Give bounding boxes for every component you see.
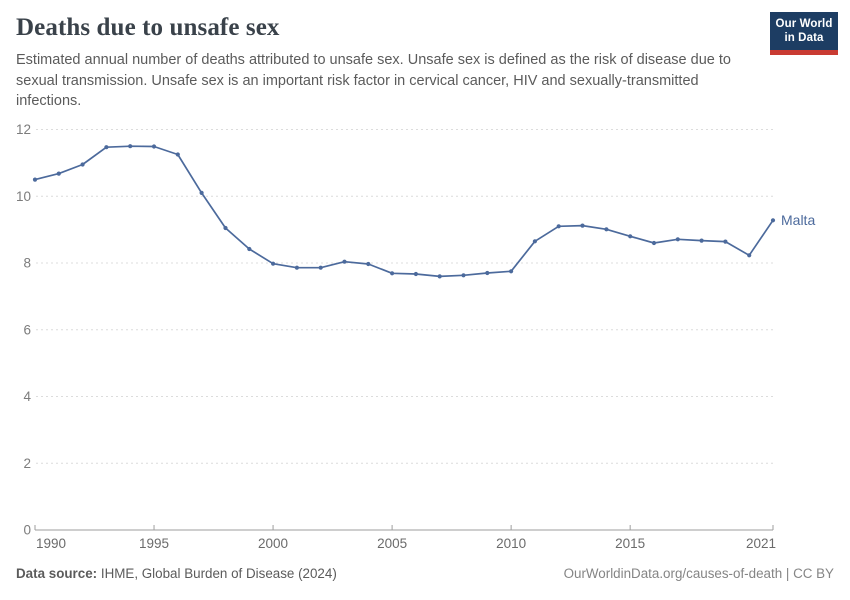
x-axis: 1990 1995 2000 2005 2010 2015 2021: [34, 525, 776, 551]
data-point[interactable]: [366, 261, 371, 267]
data-point[interactable]: [628, 234, 633, 239]
data-point[interactable]: [556, 224, 561, 229]
data-point[interactable]: [699, 238, 704, 243]
y-axis-labels: 0 2 4 6 8 10 12: [16, 122, 32, 538]
chart-subtitle: Estimated annual number of deaths attrib…: [16, 52, 731, 110]
data-source-label: Data source:: [16, 566, 98, 581]
data-point[interactable]: [770, 218, 776, 223]
data-point[interactable]: [747, 253, 752, 258]
x-tick-label: 2000: [258, 536, 288, 551]
x-tick-label: 2021: [746, 536, 776, 551]
line-chart[interactable]: 0 2 4 6 8 10 12 1990 1995 2000 2005 2010 2015 2021 Mal…: [0, 113, 850, 558]
data-point[interactable]: [80, 162, 85, 167]
y-tick-label: 0: [23, 523, 31, 538]
chart-title: Deaths due to unsafe sex: [16, 14, 280, 41]
owid-logo-line2: in Data: [784, 32, 824, 45]
y-tick-label: 10: [16, 189, 31, 204]
data-point[interactable]: [723, 239, 728, 244]
x-tick-label: 1990: [36, 536, 66, 551]
data-point[interactable]: [437, 274, 442, 279]
data-source-text: IHME, Global Burden of Disease (2024): [97, 566, 337, 581]
data-point[interactable]: [199, 190, 204, 195]
data-point[interactable]: [223, 225, 228, 231]
data-point[interactable]: [128, 144, 133, 149]
chart-footer: Data source: IHME, Global Burden of Dise…: [16, 566, 834, 581]
entity-end-label[interactable]: Malta: [781, 212, 815, 228]
owid-logo-line1: Our World: [775, 18, 833, 30]
y-tick-label: 6: [23, 322, 31, 337]
data-point[interactable]: [485, 270, 490, 276]
data-point[interactable]: [390, 271, 395, 276]
y-tick-label: 2: [23, 456, 31, 471]
data-point[interactable]: [509, 269, 514, 274]
data-point[interactable]: [675, 237, 680, 242]
y-tick-label: 12: [16, 122, 31, 137]
data-point[interactable]: [651, 240, 657, 246]
data-point[interactable]: [342, 259, 347, 264]
x-tick-label: 2005: [377, 536, 407, 551]
x-tick-label: 2010: [496, 536, 526, 551]
data-point[interactable]: [604, 227, 609, 232]
owid-logo[interactable]: Our World in Data: [770, 12, 838, 55]
y-tick-label: 4: [23, 389, 31, 404]
data-point[interactable]: [271, 261, 276, 266]
data-point[interactable]: [32, 177, 38, 182]
x-tick-label: 2015: [615, 536, 645, 551]
data-point[interactable]: [104, 145, 109, 150]
data-point[interactable]: [294, 265, 299, 270]
data-point[interactable]: [247, 246, 252, 252]
data-point[interactable]: [461, 273, 466, 278]
gridlines: [36, 129, 773, 464]
data-point[interactable]: [580, 223, 585, 228]
data-point[interactable]: [175, 152, 180, 157]
series-line[interactable]: [34, 145, 774, 278]
data-point[interactable]: [56, 171, 61, 176]
data-point[interactable]: [413, 271, 418, 277]
footer-link[interactable]: OurWorldinData.org/causes-of-death | CC …: [563, 566, 834, 581]
y-tick-label: 8: [23, 256, 31, 271]
data-point[interactable]: [318, 265, 323, 270]
data-source: Data source: IHME, Global Burden of Dise…: [16, 566, 337, 581]
data-point[interactable]: [532, 239, 538, 244]
x-tick-label: 1995: [139, 536, 169, 551]
data-points: [32, 144, 776, 279]
chart-area: 0 2 4 6 8 10 12 1990 1995 2000 2005 2010 2015 2021 Mal…: [0, 113, 850, 558]
data-point[interactable]: [151, 144, 157, 149]
